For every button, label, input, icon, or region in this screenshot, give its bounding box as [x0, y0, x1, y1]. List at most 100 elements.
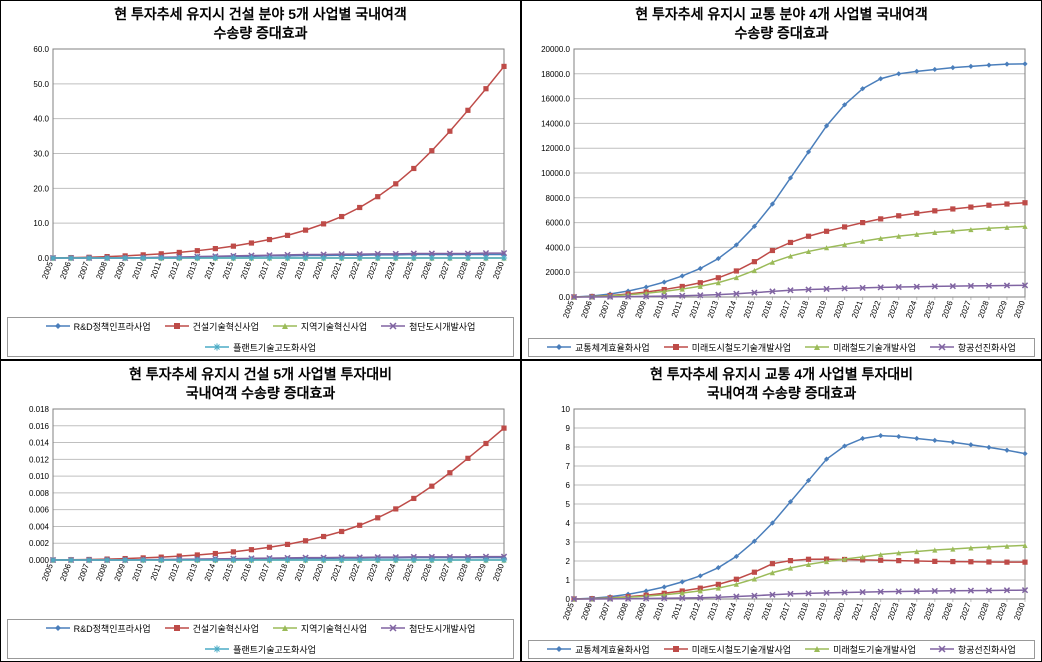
chart3-legend: R&D정책인프라사업건설기술혁신사업지역기술혁신사업첨단도시개발사업플랜트기술고… — [7, 619, 514, 659]
svg-text:2029: 2029 — [473, 562, 488, 582]
legend-item: 지역기술혁신사업 — [273, 320, 367, 333]
svg-text:0.012: 0.012 — [29, 455, 50, 464]
legend-item: R&D정책인프라사업 — [46, 622, 151, 635]
svg-text:20.0: 20.0 — [33, 184, 49, 193]
chart2-title-line2: 수송량 증대효과 — [734, 25, 828, 41]
chart4-title-line2: 국내여객 수송량 증대효과 — [707, 385, 856, 401]
svg-text:16000.0: 16000.0 — [541, 94, 570, 103]
legend-label: 건설기술혁신사업 — [193, 320, 259, 333]
svg-text:2011: 2011 — [670, 299, 685, 319]
legend-item: 교통체계효율화사업 — [547, 341, 650, 354]
legend-item: 미래도시철도기술개발사업 — [664, 643, 791, 656]
svg-text:0.016: 0.016 — [29, 421, 50, 430]
legend-label: 교통체계효율화사업 — [575, 643, 650, 656]
legend-item: 미래철도기술개발사업 — [805, 643, 916, 656]
legend-label: 지역기술혁신사업 — [301, 320, 367, 333]
svg-text:3: 3 — [566, 538, 571, 547]
svg-text:2007: 2007 — [76, 562, 91, 582]
svg-text:2023: 2023 — [886, 299, 901, 319]
legend-item: 항공선진화사업 — [930, 643, 1016, 656]
svg-text:2024: 2024 — [904, 299, 919, 319]
svg-text:2021: 2021 — [329, 260, 344, 280]
svg-text:0.006: 0.006 — [29, 505, 50, 514]
svg-text:10000.0: 10000.0 — [541, 169, 570, 178]
chart2-title-line1: 현 투자추세 유지시 교통 분야 4개 사업별 국내여객 — [635, 6, 928, 22]
svg-text:2030: 2030 — [1012, 601, 1027, 621]
chart3-title-line2: 국내여객 수송량 증대효과 — [186, 385, 335, 401]
svg-text:2022: 2022 — [868, 601, 883, 621]
chart4-title-line1: 현 투자추세 유지시 교통 4개 사업별 투자대비 — [650, 366, 913, 382]
svg-text:0.002: 0.002 — [29, 539, 50, 548]
svg-text:2010: 2010 — [652, 299, 667, 319]
svg-text:8: 8 — [566, 443, 571, 452]
chart4-plot: 0123456789102005200620072008200920102011… — [532, 405, 1031, 638]
chart1-plot: 0.010.020.030.040.050.060.02005200620072… — [11, 45, 510, 315]
svg-text:2021: 2021 — [850, 299, 865, 319]
legend-label: 항공선진화사업 — [958, 341, 1016, 354]
svg-text:2013: 2013 — [185, 260, 200, 280]
chart1-title: 현 투자추세 유지시 건설 분야 5개 사업별 국내여객 수송량 증대효과 — [5, 5, 516, 43]
chart1-title-line1: 현 투자추세 유지시 건설 분야 5개 사업별 국내여객 — [114, 6, 407, 22]
svg-text:2012: 2012 — [688, 299, 703, 319]
svg-text:2028: 2028 — [976, 299, 991, 319]
legend-item: 미래도시철도기술개발사업 — [664, 341, 791, 354]
svg-text:2018: 2018 — [275, 562, 290, 582]
svg-text:10.0: 10.0 — [33, 219, 49, 228]
chart3-plot: 0.0000.0020.0040.0060.0080.0100.0120.014… — [11, 405, 510, 617]
svg-text:2011: 2011 — [149, 260, 164, 280]
svg-text:2017: 2017 — [778, 601, 793, 621]
svg-text:2029: 2029 — [473, 260, 488, 280]
svg-text:2021: 2021 — [329, 562, 344, 582]
svg-text:2013: 2013 — [706, 601, 721, 621]
chart1-legend: R&D정책인프라사업건설기술혁신사업지역기술혁신사업첨단도시개발사업플랜트기술고… — [7, 317, 514, 357]
svg-text:2017: 2017 — [257, 260, 272, 280]
svg-text:60.0: 60.0 — [33, 45, 49, 54]
svg-text:2014: 2014 — [203, 562, 218, 582]
svg-text:6: 6 — [566, 481, 571, 490]
svg-text:0.014: 0.014 — [29, 438, 50, 447]
svg-text:2: 2 — [566, 557, 571, 566]
svg-text:2006: 2006 — [579, 601, 594, 621]
legend-item: 첨단도시개발사업 — [381, 320, 475, 333]
svg-text:2008: 2008 — [94, 562, 109, 582]
svg-text:2017: 2017 — [257, 562, 272, 582]
svg-text:2010: 2010 — [652, 601, 667, 621]
panel-chart2: 현 투자추세 유지시 교통 분야 4개 사업별 국내여객 수송량 증대효과 0.… — [521, 0, 1042, 360]
svg-text:2009: 2009 — [633, 601, 648, 621]
svg-text:2019: 2019 — [814, 299, 829, 319]
svg-text:2007: 2007 — [597, 601, 612, 621]
svg-text:9: 9 — [566, 424, 571, 433]
legend-label: 미래도시철도기술개발사업 — [692, 643, 791, 656]
svg-text:2030: 2030 — [491, 260, 506, 280]
svg-text:2006: 2006 — [58, 260, 73, 280]
svg-text:2030: 2030 — [1012, 299, 1027, 319]
svg-text:2010: 2010 — [131, 260, 146, 280]
svg-text:2012: 2012 — [167, 562, 182, 582]
legend-item: 지역기술혁신사업 — [273, 622, 367, 635]
svg-text:2019: 2019 — [814, 601, 829, 621]
svg-text:2010: 2010 — [131, 562, 146, 582]
svg-text:2012: 2012 — [688, 601, 703, 621]
svg-text:2028: 2028 — [455, 260, 470, 280]
svg-text:8000.0: 8000.0 — [546, 194, 571, 203]
svg-text:2014: 2014 — [203, 260, 218, 280]
svg-text:2015: 2015 — [742, 299, 757, 319]
svg-text:2016: 2016 — [760, 299, 775, 319]
svg-text:50.0: 50.0 — [33, 80, 49, 89]
svg-text:2018: 2018 — [275, 260, 290, 280]
svg-text:2009: 2009 — [633, 299, 648, 319]
legend-label: 미래철도기술개발사업 — [833, 643, 916, 656]
svg-text:2022: 2022 — [347, 260, 362, 280]
legend-label: 지역기술혁신사업 — [301, 622, 367, 635]
panel-chart4: 현 투자추세 유지시 교통 4개 사업별 투자대비 국내여객 수송량 증대효과 … — [521, 360, 1042, 662]
svg-text:2020: 2020 — [832, 299, 847, 319]
svg-text:2021: 2021 — [850, 601, 865, 621]
legend-item: 미래철도기술개발사업 — [805, 341, 916, 354]
legend-label: 플랜트기술고도화사업 — [233, 643, 316, 656]
legend-item: 플랜트기술고도화사업 — [205, 341, 316, 354]
svg-text:2020: 2020 — [832, 601, 847, 621]
svg-text:2017: 2017 — [778, 299, 793, 319]
svg-text:2025: 2025 — [922, 601, 937, 621]
svg-text:2022: 2022 — [347, 562, 362, 582]
svg-text:2015: 2015 — [221, 562, 236, 582]
